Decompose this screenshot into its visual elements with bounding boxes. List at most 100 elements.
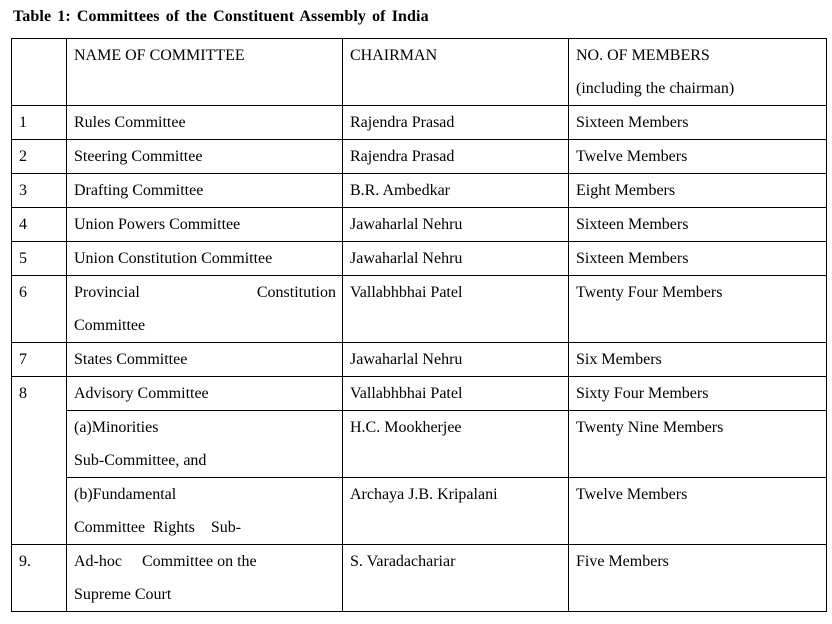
chairman-cell: B.R. Ambedkar (342, 173, 569, 208)
chairman-cell: H.C. Mookherjee (342, 410, 569, 478)
cell-line: H.C. Mookherjee (350, 419, 462, 436)
cell-line: Rajendra Prasad (350, 148, 455, 165)
cell-line: Jawaharlal Nehru (350, 250, 463, 267)
committee-name-cell: Rules Committee (66, 105, 343, 140)
header-number-cell (11, 38, 67, 106)
cell-line: NAME OF COMMITTEE (74, 47, 245, 64)
table-row: (a)Minorities Sub-Committee, and H.C. Mook… (12, 410, 827, 478)
row-number-cell: 4 (11, 207, 67, 242)
cell-line: Rajendra Prasad (350, 114, 455, 131)
cell-line: Sixteen Members (576, 216, 689, 233)
cell-line: (including the chairman) (576, 80, 735, 97)
committee-name-cell: Steering Committee (66, 139, 343, 174)
cell-line: Union Powers Committee (74, 216, 241, 233)
cell-line: Twelve Members (576, 148, 688, 165)
cell-line: (b)Fundamental (74, 486, 177, 503)
chairman-cell: Jawaharlal Nehru (342, 241, 569, 276)
members-cell: Twelve Members (568, 477, 827, 545)
row-number-cell: 5 (11, 241, 67, 276)
cell-line: Advisory Committee (74, 385, 209, 402)
committee-table: NAME OF COMMITTEE CHAIRMAN NO. OF MEMBERS (… (11, 38, 827, 612)
cell-line: S. Varadachariar (350, 553, 456, 570)
table-row: 3 Drafting Committee B.R. Ambedkar Eight Me… (11, 173, 827, 208)
chairman-cell: S. Varadachariar (342, 544, 569, 612)
cell-line: Drafting Committee (74, 182, 204, 199)
chairman-cell: Archaya J.B. Kripalani (342, 477, 569, 545)
cell-line: Jawaharlal Nehru (350, 216, 463, 233)
committee-name-cell: States Committee (66, 342, 343, 377)
chairman-cell: Vallabhbhai Patel (342, 376, 569, 411)
cell-line: NO. OF MEMBERS (576, 47, 710, 64)
committee-name-cell: (b)Fundamental Committee Rights Sub- (66, 477, 343, 545)
cell-line: Provincial Constitution (74, 277, 336, 310)
cell-line: Twenty Four Members (576, 284, 723, 301)
committee-name-cell: Ad-hoc Committee on the Supreme Court (66, 544, 343, 612)
cell-line: Eight Members (576, 182, 676, 199)
cell-line: Vallabhbhai Patel (350, 284, 463, 301)
cell-line: Six Members (576, 351, 662, 368)
header-name-cell: NAME OF COMMITTEE (66, 38, 343, 106)
cell-line: Archaya J.B. Kripalani (350, 486, 498, 503)
members-cell: Twenty Nine Members (568, 410, 827, 478)
header-members-cell: NO. OF MEMBERS (including the chairman) (568, 38, 827, 106)
header-chairman-cell: CHAIRMAN (342, 38, 569, 106)
table-row: 7 States Committee Jawaharlal Nehru Six Mem… (11, 342, 827, 377)
members-cell: Six Members (568, 342, 827, 377)
cell-line: CHAIRMAN (350, 47, 438, 64)
table-title: Table 1: Committees of the Constituent A… (13, 8, 429, 25)
committee-name-cell: Union Constitution Committee (66, 241, 343, 276)
chairman-cell: Jawaharlal Nehru (342, 207, 569, 242)
row-number-cell: 2 (11, 139, 67, 174)
members-cell: Twenty Four Members (568, 275, 827, 343)
table-row: 1 Rules Committee Rajendra Prasad Sixteen M… (11, 105, 827, 140)
row-number-cell: 7 (11, 342, 67, 377)
committee-name-cell: Advisory Committee (66, 376, 343, 411)
cell-line: Rules Committee (74, 114, 186, 131)
table-row: (b)Fundamental Committee Rights Sub- Archa… (12, 477, 827, 545)
cell-line: Twenty Nine Members (576, 419, 724, 436)
members-cell: Sixteen Members (568, 241, 827, 276)
cell-line: Twelve Members (576, 486, 688, 503)
cell-line: Steering Committee (74, 148, 203, 165)
cell-text: Constitution (256, 284, 336, 301)
table-row: 4 Union Powers Committee Jawaharlal Nehru S… (11, 207, 827, 242)
cell-line: (a)Minorities (74, 419, 159, 436)
row-number-cell: 1 (11, 105, 67, 140)
chairman-cell: Vallabhbhai Patel (342, 275, 569, 343)
members-cell: Sixteen Members (568, 207, 827, 242)
row-number-cell: 6 (11, 275, 67, 343)
chairman-cell: Rajendra Prasad (342, 139, 569, 174)
cell-line: Supreme Court (74, 586, 172, 603)
committee-name-cell: Union Powers Committee (66, 207, 343, 242)
members-cell: Five Members (568, 544, 827, 612)
table-row: 2 Steering Committee Rajendra Prasad Twelve… (11, 139, 827, 174)
chairman-cell: Rajendra Prasad (342, 105, 569, 140)
cell-line: Sixteen Members (576, 114, 689, 131)
committee-name-cell: (a)Minorities Sub-Committee, and (66, 410, 343, 478)
cell-line: Sub-Committee, and (74, 452, 207, 469)
cell-line: Five Members (576, 553, 669, 570)
cell-line: Committee Rights Sub- (74, 519, 242, 536)
table-row: 6 Provincial Constitution Committee Vallabhb… (11, 275, 827, 343)
row-number-cell: 9. (11, 544, 67, 612)
cell-line: B.R. Ambedkar (350, 182, 450, 199)
row-number-cell: 3 (11, 173, 67, 208)
cell-line: States Committee (74, 351, 188, 368)
members-cell: Twelve Members (568, 139, 827, 174)
cell-line: Union Constitution Committee (74, 250, 273, 267)
header-row: NAME OF COMMITTEE CHAIRMAN NO. OF MEMBERS (… (11, 38, 827, 106)
cell-line: Committee (74, 317, 146, 334)
row-number-cell: 8 (11, 376, 67, 545)
committee-name-cell: Provincial Constitution Committee (66, 275, 343, 343)
chairman-cell: Jawaharlal Nehru (342, 342, 569, 377)
committee-name-cell: Drafting Committee (66, 173, 343, 208)
members-cell: Sixteen Members (568, 105, 827, 140)
table-row: 9. Ad-hoc Committee on the Supreme Court S.… (11, 544, 827, 612)
table-row: 8 Advisory Committee Vallabhbhai Patel Sixt… (11, 376, 827, 545)
members-cell: Sixty Four Members (568, 376, 827, 411)
table-row: 5 Union Constitution Committee Jawaharlal … (11, 241, 827, 276)
cell-line: Sixteen Members (576, 250, 689, 267)
cell-line: Ad-hoc Committee on the (74, 553, 257, 570)
cell-text: Provincial (74, 284, 140, 301)
